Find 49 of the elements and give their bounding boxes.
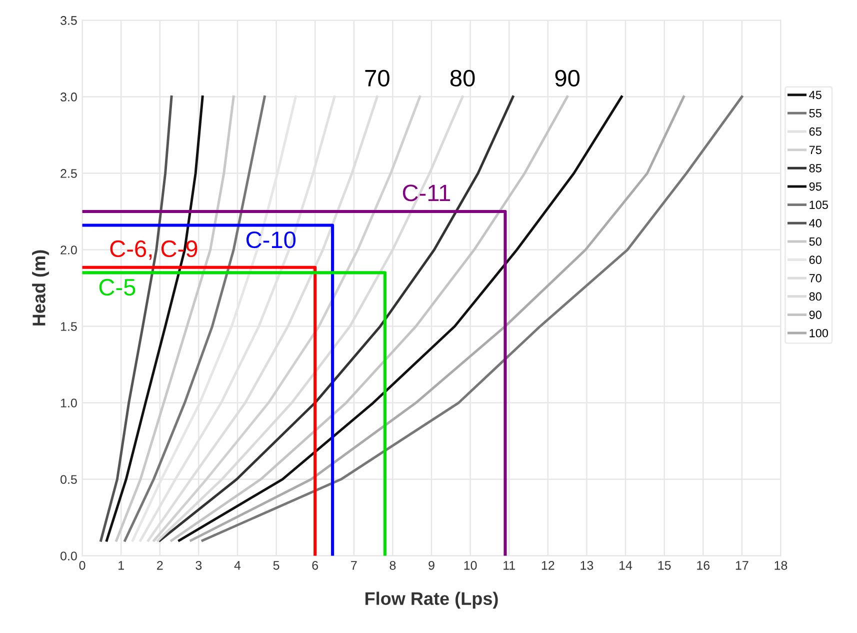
legend-label: 95 <box>809 182 822 191</box>
legend-label: 45 <box>809 90 822 100</box>
y-axis-title: Head (m) <box>32 250 49 326</box>
legend-label: 100 <box>810 328 828 338</box>
x-tick-label: 10 <box>464 560 477 570</box>
x-tick-label: 18 <box>774 560 788 570</box>
x-tick-label: 14 <box>620 561 632 570</box>
annotation: C-11 <box>402 184 450 202</box>
x-axis-title: Flow Rate (Lps) <box>366 592 498 609</box>
legend-label: 105 <box>810 200 828 210</box>
legend-label: 55 <box>809 109 822 118</box>
x-tick-label: 13 <box>580 560 594 570</box>
x-tick-label: 6 <box>312 560 318 570</box>
x-tick-label: 11 <box>504 561 515 570</box>
legend-label: 85 <box>809 164 822 172</box>
y-tick-label: 3.0 <box>60 92 77 102</box>
x-tick-label: 5 <box>273 561 280 570</box>
x-tick-label: 17 <box>736 561 748 570</box>
annotation: 70 <box>365 70 390 87</box>
y-tick-label: 2.0 <box>60 246 77 254</box>
x-tick-label: 16 <box>697 560 710 570</box>
y-tick-label: 0.5 <box>60 475 77 484</box>
legend-label: 65 <box>809 127 822 136</box>
y-tick-label: 0.0 <box>60 552 77 560</box>
y-tick-label: 1.0 <box>60 398 77 408</box>
legend-label: 70 <box>809 274 822 282</box>
legend-label: 90 <box>809 310 822 319</box>
x-tick-label: 7 <box>351 561 357 570</box>
x-tick-label: 2 <box>157 560 163 570</box>
x-tick-label: 4 <box>234 561 241 570</box>
legend-label: 40 <box>809 219 822 228</box>
annotation: C-5 <box>99 278 136 296</box>
y-tick-label: 1.5 <box>60 322 77 331</box>
x-tick-label: 9 <box>428 560 434 570</box>
y-tick-label: 2.5 <box>60 169 77 178</box>
legend-label: 75 <box>809 146 822 154</box>
x-tick-label: 8 <box>390 560 396 570</box>
x-tick-label: 3 <box>196 560 202 570</box>
annotation: C-10 <box>246 231 296 248</box>
annotation: 90 <box>555 70 580 87</box>
legend-label: 60 <box>809 256 822 264</box>
x-tick-label: 0 <box>79 560 86 570</box>
legend-label: 50 <box>809 237 822 246</box>
legend-label: 80 <box>809 292 822 301</box>
x-tick-label: 1 <box>118 561 124 570</box>
annotation: 80 <box>450 70 475 87</box>
x-tick-label: 12 <box>542 560 554 570</box>
y-tick-label: 3.5 <box>60 16 77 25</box>
x-tick-label: 15 <box>658 561 671 570</box>
